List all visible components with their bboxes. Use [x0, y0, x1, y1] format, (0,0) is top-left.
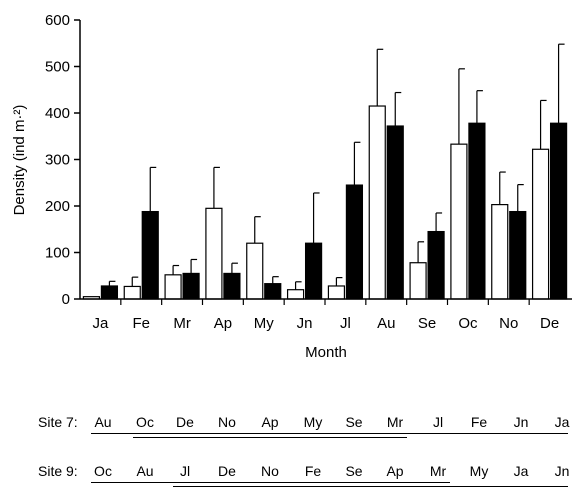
- filled-bar: [182, 272, 200, 300]
- site-month: Mr: [429, 463, 447, 479]
- x-axis-ticks: Ja Fe Mr Ap My Jn Jl Au Se Oc No De: [92, 299, 559, 332]
- y-tick-label: 200: [45, 198, 70, 215]
- site-month: Jl: [179, 463, 191, 479]
- site-month: My: [469, 463, 489, 479]
- open-bar: [368, 105, 386, 300]
- filled-bar: [386, 125, 404, 300]
- open-bar: [246, 242, 264, 300]
- site-month: Au: [94, 414, 112, 430]
- filled-bar: [100, 285, 119, 300]
- site-month: De: [218, 463, 236, 479]
- site-month: No: [218, 414, 236, 430]
- site-month: Se: [345, 463, 363, 479]
- site-month: My: [303, 414, 323, 430]
- site-month: Jn: [554, 463, 570, 479]
- site-month: Mr: [386, 414, 404, 430]
- y-tick-label: 500: [45, 59, 70, 76]
- y-tick-label: 100: [45, 245, 70, 262]
- site-month: No: [261, 463, 279, 479]
- x-tick-label: Jn: [297, 315, 313, 332]
- x-tick-label: Ja: [92, 315, 109, 332]
- x-axis-title: Month: [305, 344, 347, 361]
- x-tick-label: Jl: [340, 315, 351, 332]
- site-month: Ap: [261, 414, 279, 430]
- bar-series: [82, 43, 568, 300]
- filled-bar: [549, 122, 568, 300]
- site-label: Site 7:: [38, 414, 78, 430]
- site-month: Fe: [470, 414, 488, 430]
- x-tick-label: De: [540, 315, 559, 332]
- filled-bar: [345, 184, 364, 300]
- site-month: Ap: [386, 463, 404, 479]
- site-month: Jn: [513, 414, 529, 430]
- y-tick-label: 300: [45, 152, 70, 169]
- x-tick-label: Mr: [173, 315, 191, 332]
- x-tick-label: Au: [377, 315, 395, 332]
- filled-bar: [264, 283, 282, 300]
- site-grouping-line: [133, 437, 407, 438]
- y-tick-label: 400: [45, 105, 70, 122]
- open-bar: [123, 285, 141, 300]
- y-tick-label: 0: [62, 291, 70, 308]
- open-bar: [531, 148, 550, 300]
- filled-bar: [223, 272, 241, 300]
- open-bar: [205, 207, 223, 300]
- site-month: Jl: [432, 414, 444, 430]
- open-bar: [450, 143, 468, 300]
- filled-bar: [141, 210, 159, 300]
- site-grouping-line: [91, 433, 568, 434]
- site-label: Site 9:: [38, 463, 78, 479]
- y-axis-ticks: 0 100 200 300 400 500 600: [45, 12, 80, 308]
- open-bar: [491, 204, 509, 300]
- filled-bar: [468, 122, 486, 300]
- site-month: Se: [345, 414, 363, 430]
- filled-bar: [304, 242, 323, 300]
- site-month: Fe: [304, 463, 322, 479]
- x-tick-label: No: [499, 315, 518, 332]
- site-month: Ja: [513, 463, 529, 479]
- x-tick-label: Se: [418, 315, 436, 332]
- open-bar: [327, 285, 346, 300]
- density-bar-chart: 0 100 200 300 400 500 600 Ja Fe Mr Ap My Jn Jl Au Se Oc…: [11, 12, 572, 361]
- open-bar: [286, 289, 305, 300]
- site-month: De: [176, 414, 194, 430]
- site-grouping-line: [91, 482, 450, 483]
- site-ranking-row: Site 9: Oc Au Jl De No Fe Se Ap Mr My Ja Jn: [0, 463, 572, 487]
- site-month: Oc: [94, 463, 112, 479]
- site-month: Au: [136, 463, 154, 479]
- open-bar: [164, 274, 182, 300]
- filled-bar: [509, 210, 527, 300]
- site-ranking-row: Site 7: Au Oc De No Ap My Se Mr Jl Fe Jn Ja: [0, 414, 572, 438]
- x-tick-label: My: [254, 315, 274, 332]
- filled-bar: [427, 230, 445, 300]
- open-bar: [409, 262, 427, 300]
- site-month: Ja: [554, 414, 570, 430]
- y-axis-title: Density (ind m·²): [11, 105, 28, 216]
- x-tick-label: Fe: [132, 315, 150, 332]
- x-tick-label: Oc: [458, 315, 478, 332]
- y-tick-label: 600: [45, 12, 70, 29]
- x-tick-label: Ap: [214, 315, 232, 332]
- site-month: Oc: [136, 414, 154, 430]
- site-grouping-line: [173, 486, 568, 487]
